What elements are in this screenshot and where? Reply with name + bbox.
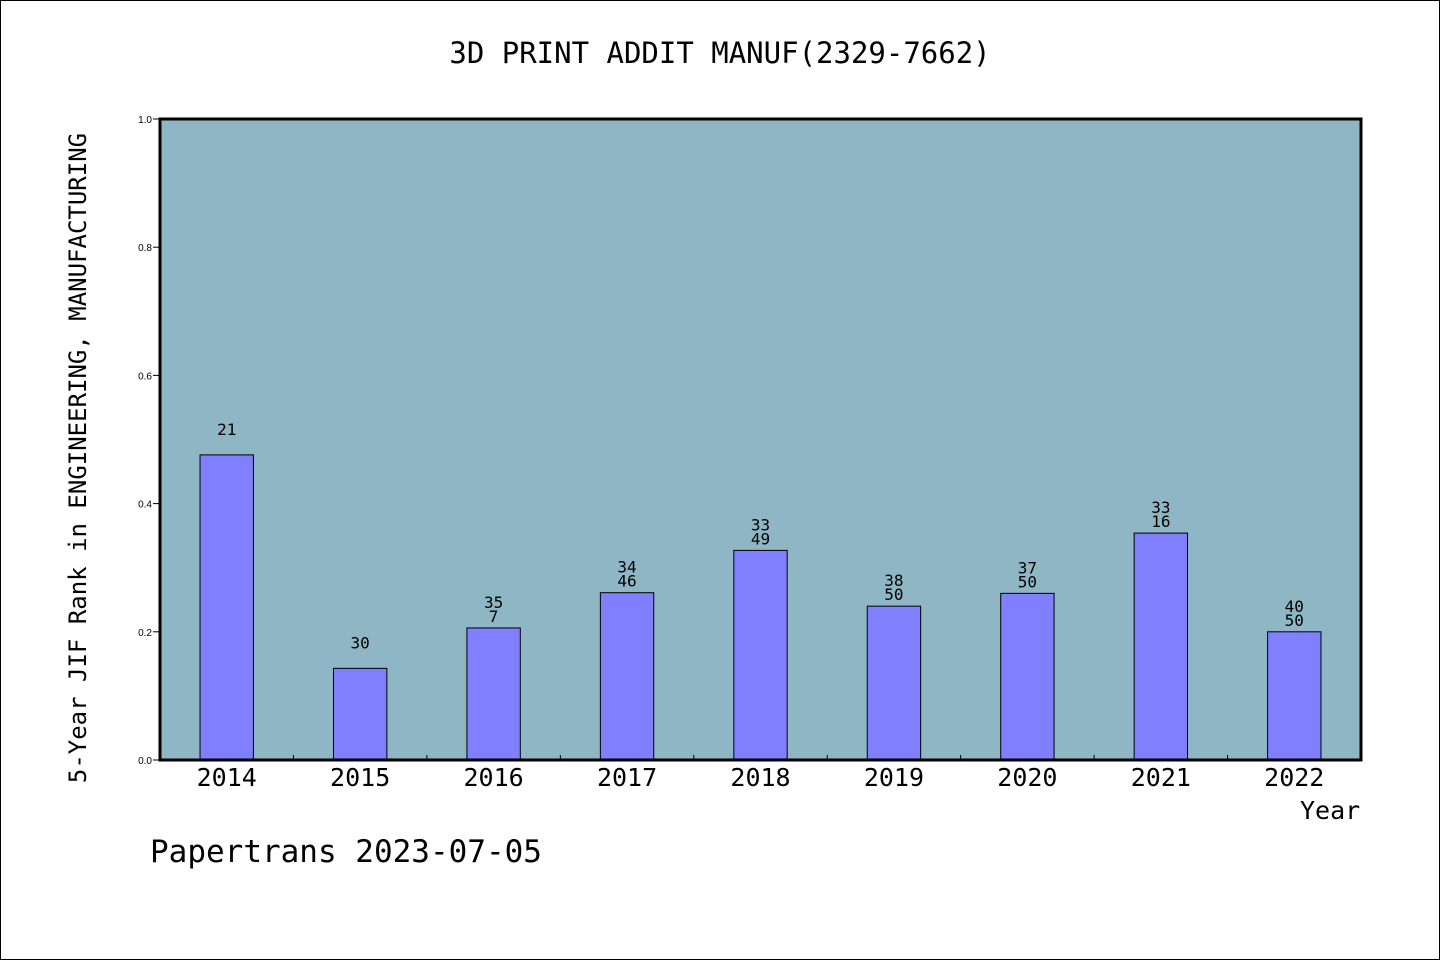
x-tick-label-2018: 2018 (730, 763, 790, 792)
bar-2019 (866, 605, 922, 761)
bar-2018 (733, 549, 788, 761)
x-tick-label-2021: 2021 (1131, 763, 1191, 792)
bar-2020 (1000, 592, 1055, 761)
x-tick-label-2014: 2014 (197, 763, 257, 792)
bar-2021 (1133, 532, 1189, 761)
data-label-2022-2: 50 (1285, 611, 1304, 630)
data-label-2016-2: 7 (489, 607, 499, 626)
bar-2015 (332, 667, 388, 761)
data-label-2014-1: 21 (217, 420, 236, 439)
bar-2017 (599, 592, 655, 761)
data-label-2019-1: 38 (884, 571, 903, 590)
data-label-2015-1: 30 (351, 633, 370, 652)
ticks-layer: 0.0 0.2 0.4 0.6 0.8 1.0 2014 2015 2016 2017 2018 20… (138, 115, 1324, 792)
data-label-2016-1: 35 (484, 593, 503, 612)
x-tick-label-2020: 2020 (997, 763, 1057, 792)
data-label-2018-1: 33 (751, 515, 770, 534)
bar-2016 (466, 627, 521, 761)
x-tick-label-2017: 2017 (597, 763, 657, 792)
data-label-2018-2: 49 (751, 529, 770, 548)
y-tick-label: 0.0 (138, 756, 152, 767)
plot-border (158, 117, 1363, 762)
y-tick-label: 1.0 (138, 115, 152, 126)
x-axis-label: Year (1300, 796, 1361, 825)
x-tick-label-2016: 2016 (464, 763, 524, 792)
y-tick-label: 0.6 (138, 371, 152, 382)
data-label-2017-1: 34 (617, 558, 636, 577)
y-tick-label: 0.4 (138, 500, 152, 511)
x-tick-label-2015: 2015 (330, 763, 390, 792)
data-label-2020-1: 37 (1018, 558, 1037, 577)
chart-title: 3D PRINT ADDIT MANUF(2329-7662) (449, 36, 991, 70)
data-label-2022-1: 40 (1285, 597, 1304, 616)
y-tick-label: 0.2 (138, 628, 152, 639)
footer-text: Papertrans 2023-07-05 (150, 834, 542, 870)
bar-2022 (1267, 631, 1322, 761)
data-label-2020-2: 50 (1018, 572, 1037, 591)
x-tick-label-2019: 2019 (864, 763, 924, 792)
bar-2014 (199, 454, 254, 761)
data-label-2017-2: 46 (617, 572, 636, 591)
x-tick-label-2022: 2022 (1264, 763, 1324, 792)
data-label-2019-2: 50 (884, 585, 903, 604)
y-tick-label: 0.8 (138, 243, 152, 254)
data-label-2021-1: 33 (1151, 498, 1170, 517)
data-label-2021-2: 16 (1151, 512, 1170, 531)
